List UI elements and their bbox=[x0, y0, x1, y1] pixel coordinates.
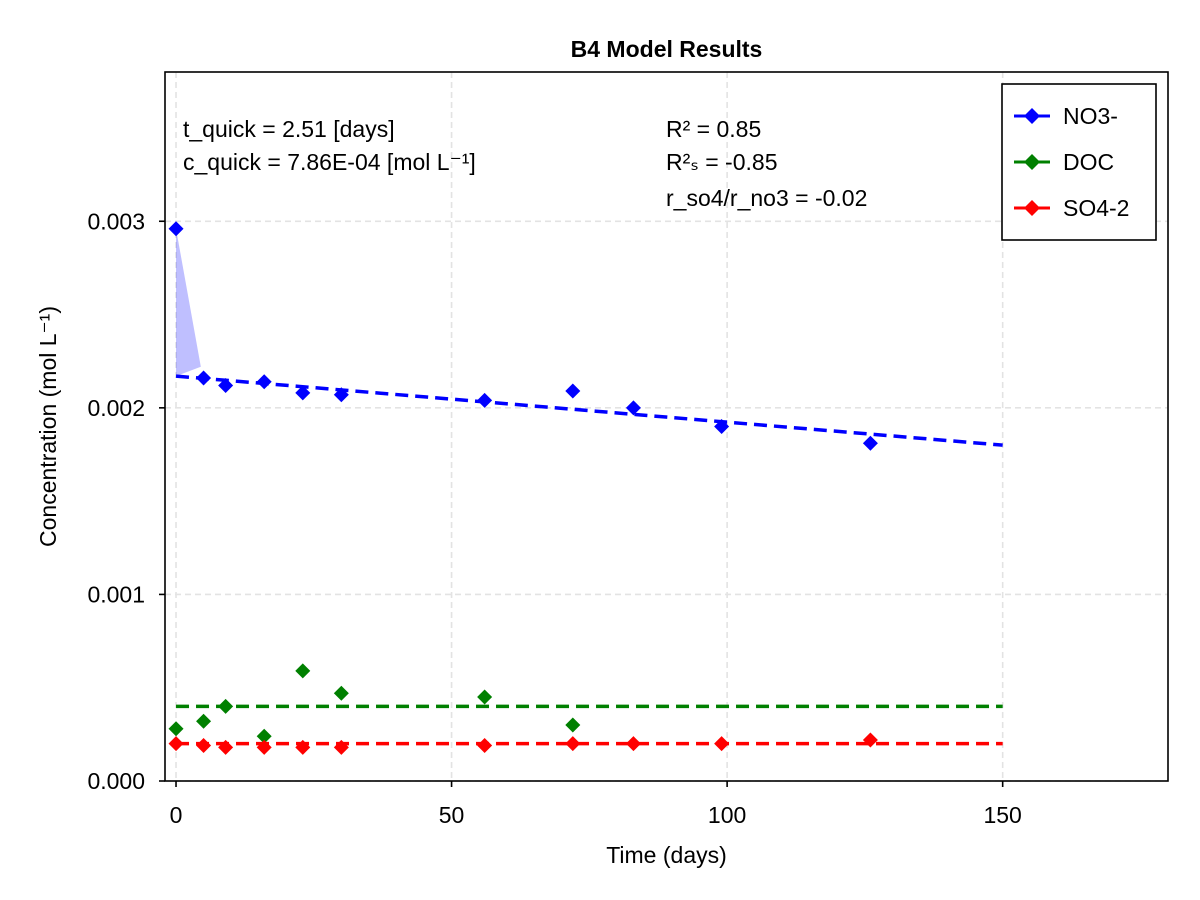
data-point-so42 bbox=[218, 739, 234, 755]
data-points-layer bbox=[168, 221, 878, 755]
data-point-so42 bbox=[477, 738, 493, 754]
data-point-doc bbox=[333, 685, 349, 701]
data-point-so42 bbox=[295, 739, 311, 755]
data-point-no3 bbox=[333, 387, 349, 403]
annotation-r2: R² = 0.85 bbox=[666, 116, 761, 142]
legend: NO3- DOC SO4-2 bbox=[1001, 83, 1157, 241]
y-tick-label: 0.000 bbox=[87, 768, 145, 794]
legend-item-so4: SO4-2 bbox=[1014, 195, 1129, 221]
ticks-layer: 0 50 100 150 0.000 0.001 0.002 0.003 bbox=[87, 208, 1021, 828]
x-tick-label: 150 bbox=[983, 802, 1021, 828]
annotation-c-quick: c_quick = 7.86E-04 [mol L⁻¹] bbox=[183, 149, 476, 175]
data-point-no3 bbox=[256, 374, 272, 390]
y-tick-label: 0.002 bbox=[87, 395, 145, 421]
annotation-r2s: R²ₛ = -0.85 bbox=[666, 149, 778, 175]
data-point-doc bbox=[168, 721, 184, 737]
data-point-so42 bbox=[168, 736, 184, 752]
x-tick-label: 50 bbox=[439, 802, 465, 828]
legend-box bbox=[1001, 83, 1157, 241]
data-point-doc bbox=[295, 663, 311, 679]
data-point-no3 bbox=[714, 419, 730, 434]
data-point-so42 bbox=[714, 736, 730, 752]
data-point-no3 bbox=[862, 435, 878, 451]
x-tick-label: 0 bbox=[170, 802, 183, 828]
y-tick-label: 0.001 bbox=[87, 581, 145, 607]
data-point-no3 bbox=[196, 370, 212, 386]
legend-item-no3: NO3- bbox=[1014, 103, 1118, 129]
legend-item-doc: DOC bbox=[1014, 149, 1114, 175]
legend-marker-no3 bbox=[1024, 108, 1040, 124]
data-point-so42 bbox=[625, 736, 641, 752]
data-point-so42 bbox=[256, 739, 272, 755]
data-point-no3 bbox=[295, 385, 311, 401]
data-point-no3 bbox=[625, 400, 641, 416]
data-point-so42 bbox=[196, 738, 212, 754]
data-point-so42 bbox=[333, 739, 349, 755]
legend-label-doc: DOC bbox=[1063, 149, 1114, 175]
fit-line-no3 bbox=[175, 374, 1003, 447]
chart-title: B4 Model Results bbox=[571, 36, 763, 62]
y-axis-title: Concentration (mol L⁻¹) bbox=[35, 306, 61, 547]
plot-frame bbox=[164, 71, 1169, 782]
legend-marker-so4 bbox=[1024, 200, 1040, 216]
quick-band-layer bbox=[176, 228, 201, 377]
legend-label-so4: SO4-2 bbox=[1063, 195, 1129, 221]
annotation-rate-ratio: r_so4/r_no3 = -0.02 bbox=[666, 185, 867, 211]
data-point-no3 bbox=[218, 377, 234, 393]
x-tick-label: 100 bbox=[708, 802, 746, 828]
data-point-doc bbox=[196, 713, 212, 729]
data-point-doc bbox=[218, 698, 234, 714]
data-point-doc bbox=[256, 728, 272, 744]
y-tick-label: 0.003 bbox=[87, 208, 145, 234]
fit-lines-layer bbox=[175, 374, 1003, 746]
data-point-doc bbox=[477, 689, 493, 705]
data-point-doc bbox=[565, 717, 581, 733]
data-point-no3 bbox=[565, 383, 581, 399]
quick-release-band-no3 bbox=[176, 228, 201, 377]
x-axis-title: Time (days) bbox=[606, 842, 727, 868]
legend-label-no3: NO3- bbox=[1063, 103, 1118, 129]
data-point-no3 bbox=[477, 392, 493, 408]
annotations: t_quick = 2.51 [days] c_quick = 7.86E-04… bbox=[183, 116, 867, 211]
data-point-so42 bbox=[565, 736, 581, 752]
data-point-no3 bbox=[168, 221, 184, 237]
legend-marker-doc bbox=[1024, 154, 1040, 170]
data-point-so42 bbox=[862, 732, 878, 748]
annotation-t-quick: t_quick = 2.51 [days] bbox=[183, 116, 395, 142]
